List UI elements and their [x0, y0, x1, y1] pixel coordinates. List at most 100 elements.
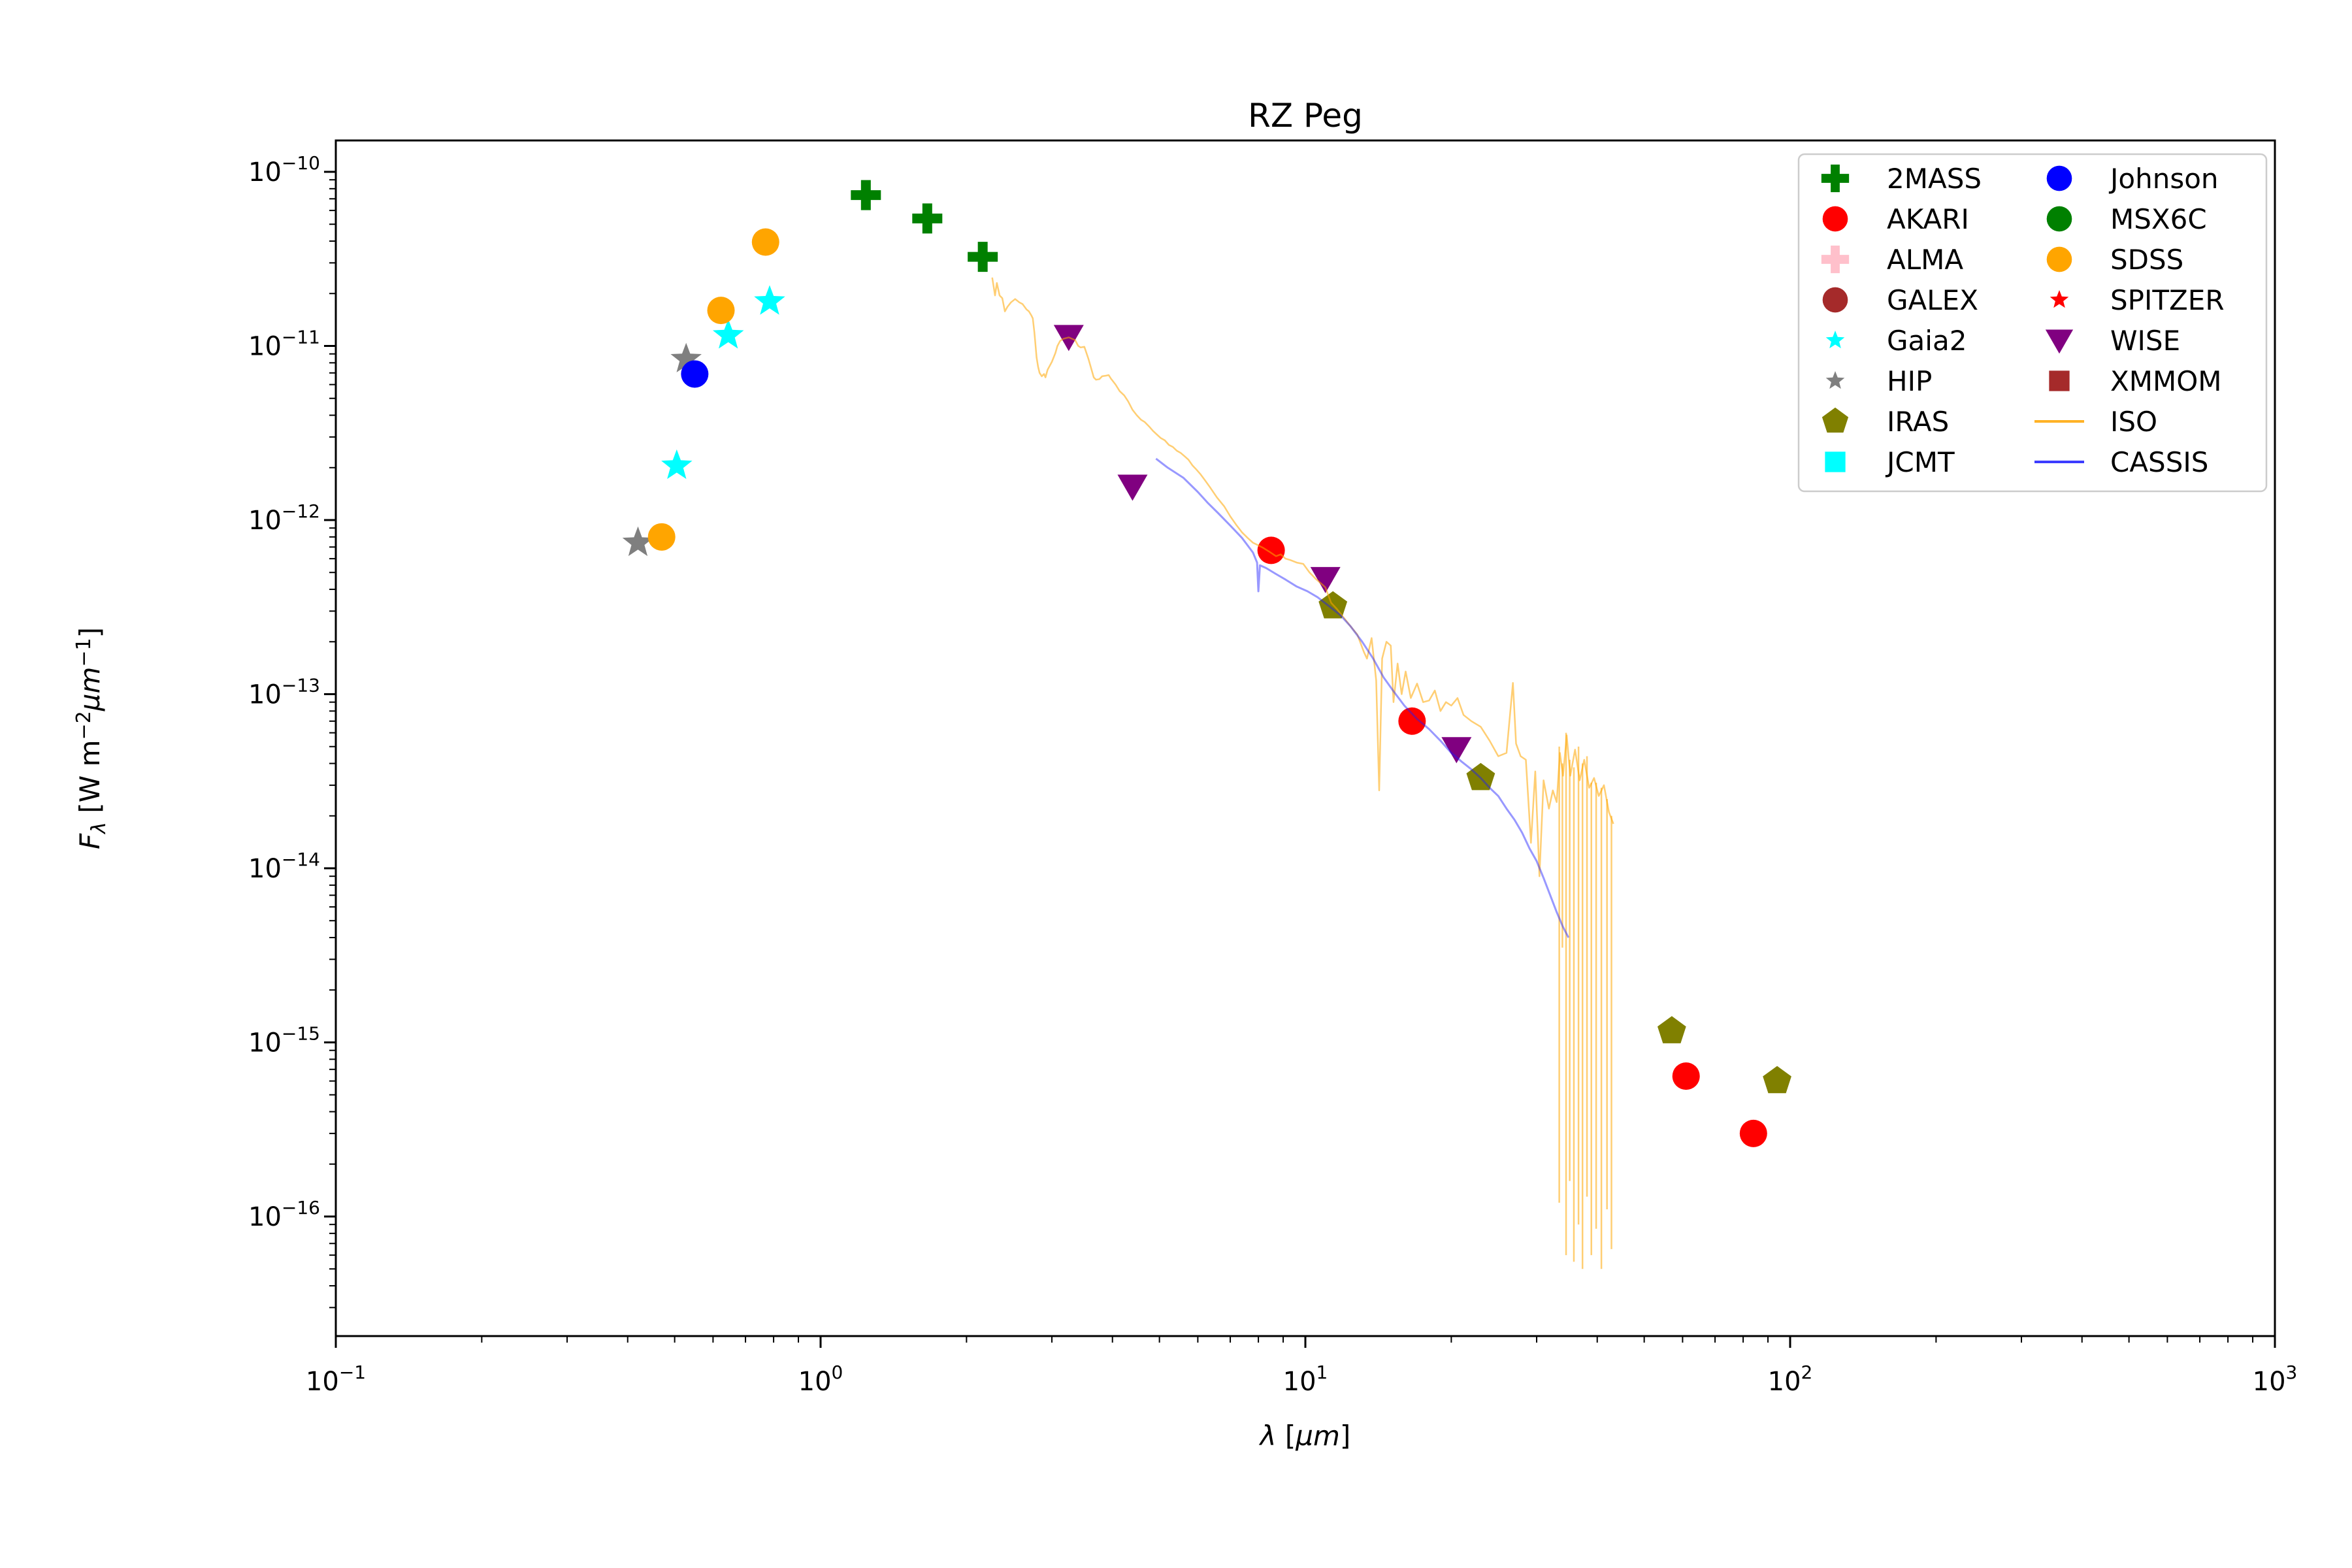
- spectrum-ISO: [991, 277, 1614, 1269]
- data-point-pentagon: [1466, 762, 1495, 791]
- legend-entry-2MASS: 2MASS: [1821, 163, 1982, 195]
- y-axis: 10−10 10−11 10−12 10−13 10−14 10−15 10−16: [248, 152, 336, 1309]
- data-point-circle: [2046, 246, 2072, 272]
- legend-label: AKARI: [1887, 203, 1969, 235]
- data-point-star: [2050, 290, 2069, 308]
- data-series: [622, 180, 1791, 1147]
- y-tick-label: 10−12: [248, 500, 320, 536]
- legend-label: MSX6C: [2110, 203, 2207, 235]
- series-HIP: [622, 342, 702, 557]
- data-point-circle: [1672, 1062, 1700, 1090]
- data-point-circle: [2046, 206, 2072, 232]
- data-point-circle: [1739, 1119, 1767, 1147]
- y-tick-label: 10−14: [248, 849, 320, 884]
- legend-entry-Gaia2: Gaia2: [1825, 325, 1967, 357]
- legend-entry-ALMA: ALMA: [1821, 244, 1963, 276]
- data-point-plus: [912, 203, 943, 234]
- data-point-triangle: [2045, 329, 2074, 354]
- legend-label: ALMA: [1887, 244, 1963, 276]
- y-axis-label: Fλ [W m−2μm−1]: [73, 627, 110, 849]
- series-2MASS: [851, 180, 998, 272]
- legend: 2MASS AKARI ALMA GALEX Gaia2 HIP IRAS JCMT Johns…: [1797, 153, 2268, 493]
- y-tick-label: 10−16: [248, 1197, 320, 1232]
- legend-entry-IRAS: IRAS: [1821, 406, 1949, 438]
- data-point-star: [754, 285, 785, 315]
- data-point-circle: [681, 360, 709, 388]
- legend-entry-MSX6C: MSX6C: [2046, 203, 2207, 235]
- y-tick-label: 10−11: [248, 327, 320, 362]
- x-tick-label: 101: [1283, 1362, 1328, 1397]
- data-point-circle: [1822, 206, 1848, 232]
- data-point-plus: [851, 180, 881, 210]
- legend-entry-XMMOM: XMMOM: [2049, 365, 2222, 397]
- legend-label: HIP: [1887, 365, 1932, 397]
- legend-entry-CASSIS: CASSIS: [2034, 446, 2208, 478]
- y-tick-label: 10−15: [248, 1023, 320, 1058]
- data-point-triangle: [1117, 474, 1148, 501]
- y-tick-label: 10−10: [248, 152, 320, 188]
- legend-label: SDSS: [2110, 244, 2183, 276]
- series-Johnson: [681, 360, 709, 388]
- legend-label: CASSIS: [2110, 446, 2208, 478]
- spectrum-line-ISO: [991, 277, 1614, 877]
- data-point-star: [1825, 371, 1845, 389]
- legend-entry-JCMT: JCMT: [1825, 446, 1955, 478]
- legend-label: XMMOM: [2110, 365, 2222, 397]
- legend-label: Gaia2: [1887, 325, 1967, 357]
- data-point-star: [712, 319, 744, 349]
- legend-label: JCMT: [1885, 446, 1955, 478]
- data-point-circle: [2046, 165, 2072, 191]
- data-point-circle: [1398, 707, 1426, 735]
- legend-entry-SDSS: SDSS: [2046, 244, 2183, 276]
- data-point-plus: [1821, 164, 1850, 193]
- series-IRAS: [1318, 591, 1791, 1094]
- series-AKARI: [1257, 536, 1767, 1147]
- data-point-circle: [751, 228, 779, 256]
- legend-entry-HIP: HIP: [1825, 365, 1932, 397]
- x-tick-label: 10−1: [306, 1362, 366, 1397]
- legend-entry-ISO: ISO: [2034, 406, 2157, 438]
- legend-label: SPITZER: [2110, 284, 2225, 316]
- legend-label: WISE: [2110, 325, 2180, 357]
- legend-entry-Johnson: Johnson: [2046, 163, 2219, 195]
- data-point-circle: [1822, 287, 1848, 313]
- data-point-pentagon: [1763, 1066, 1791, 1094]
- data-point-star: [1825, 331, 1845, 349]
- legend-label: 2MASS: [1887, 163, 1982, 195]
- data-point-plus: [1821, 245, 1850, 274]
- x-axis-label: λ [μm]: [1259, 1420, 1351, 1452]
- series-Gaia2: [661, 285, 785, 480]
- legend-label: GALEX: [1887, 284, 1978, 316]
- legend-entry-SPITZER: SPITZER: [2050, 284, 2225, 316]
- legend-entry-WISE: WISE: [2045, 325, 2180, 357]
- spectrum-line-CASSIS: [1155, 457, 1570, 938]
- series-SDSS: [647, 228, 779, 551]
- x-tick-label: 102: [1768, 1362, 1813, 1397]
- legend-label: ISO: [2110, 406, 2157, 438]
- data-point-pentagon: [1821, 407, 1849, 433]
- x-tick-label: 103: [2253, 1362, 2298, 1397]
- data-point-circle: [1257, 536, 1285, 564]
- legend-entry-AKARI: AKARI: [1822, 203, 1969, 235]
- data-point-plus: [968, 242, 998, 272]
- data-point-circle: [647, 523, 676, 551]
- y-tick-label: 10−13: [248, 675, 320, 710]
- x-tick-label: 100: [798, 1362, 843, 1397]
- data-point-triangle: [1310, 566, 1341, 593]
- legend-box: [1797, 153, 2268, 493]
- legend-label: IRAS: [1887, 406, 1949, 438]
- data-point-star: [661, 449, 693, 480]
- data-point-triangle: [1441, 737, 1472, 764]
- data-point-circle: [707, 297, 735, 325]
- data-point-square: [2049, 370, 2070, 391]
- data-point-square: [1825, 451, 1846, 472]
- legend-entry-GALEX: GALEX: [1822, 284, 1978, 316]
- legend-label: Johnson: [2108, 163, 2219, 195]
- data-point-pentagon: [1658, 1016, 1686, 1043]
- x-axis: 10−1 100 101 102 103: [306, 1336, 2297, 1397]
- data-point-star: [670, 342, 702, 372]
- spectrum-CASSIS: [1155, 457, 1570, 938]
